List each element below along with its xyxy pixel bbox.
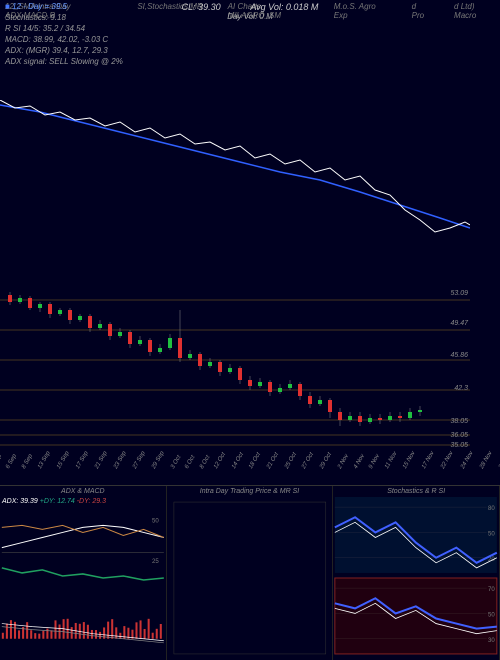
intraday-panel: Intra Day Trading Price & MR SI bbox=[167, 486, 334, 660]
y-axis-label: 36.05 bbox=[450, 432, 468, 439]
stochastics-value: Stochastics: 9.18 bbox=[5, 12, 123, 23]
dy-plus: +DY: 12.74 bbox=[40, 498, 75, 505]
panel-title: Stochastics & R SI bbox=[333, 486, 499, 497]
y-axis-label: 35.05 bbox=[450, 442, 468, 449]
y-axis-label: 49.47 bbox=[450, 320, 468, 327]
avg-vol: Avg Vol: 0.018 M bbox=[250, 2, 318, 12]
indicator-panels: ADX & MACD ADX: 39.39 +DY: 12.74 -DY: 29… bbox=[0, 485, 500, 660]
svg-text:80: 80 bbox=[488, 506, 495, 512]
stoch-rsi-panel: Stochastics & R SI 805020705030 bbox=[333, 486, 500, 660]
svg-text:25: 25 bbox=[152, 559, 159, 565]
close-price: CL: 39.30 bbox=[182, 2, 221, 12]
y-axis-label: 42.3 bbox=[454, 385, 468, 392]
adx-signal: ADX signal: SELL Slowing @ 2% bbox=[5, 56, 123, 67]
center-info: CL: 39.30 Avg Vol: 0.018 M Day Vol: 0 M bbox=[182, 2, 319, 21]
panel-title: ADX & MACD bbox=[0, 486, 166, 497]
rsi-value: R SI 14/5: 35.2 / 34.54 bbox=[5, 23, 123, 34]
indicator-readout: Stochastics: 9.18 R SI 14/5: 35.2 / 34.5… bbox=[5, 12, 123, 67]
adx-macd-panel: ADX & MACD ADX: 39.39 +DY: 12.74 -DY: 29… bbox=[0, 486, 167, 660]
macd-value: MACD: 38.99, 42.02, -3.03 C bbox=[5, 34, 123, 45]
day-label: 12 - Day = 39.5 bbox=[12, 2, 67, 11]
panel-title: Intra Day Trading Price & MR SI bbox=[167, 486, 333, 497]
svg-text:70: 70 bbox=[488, 587, 495, 593]
date-axis: 2 Sep3 Sep6 Sep8 Sep13 Sep15 Sep17 Sep21… bbox=[0, 452, 470, 482]
dy-minus: -DY: 29.3 bbox=[77, 498, 106, 505]
y-axis-label: 45.86 bbox=[450, 352, 468, 359]
header-item: M.o.S. Agro Exp bbox=[334, 2, 387, 20]
header-item: d Pro bbox=[412, 2, 429, 20]
svg-text:50: 50 bbox=[488, 531, 495, 537]
day-vol: Day Vol: 0 M bbox=[182, 12, 319, 21]
header-item: d Ltd) Macro bbox=[454, 2, 495, 20]
candlestick-chart: 53.09 49.47 45.86 42.3 38.05 36.05 35.05 bbox=[0, 290, 470, 450]
svg-text:50: 50 bbox=[488, 612, 495, 618]
adx-readout: ADX: 39.39 bbox=[2, 498, 38, 505]
svg-text:50: 50 bbox=[152, 518, 159, 524]
svg-text:30: 30 bbox=[488, 638, 495, 644]
y-axis-label: 53.09 bbox=[450, 290, 468, 297]
y-axis-label: 38.05 bbox=[450, 418, 468, 425]
price-line-chart bbox=[0, 100, 470, 270]
adx-value: ADX: (MGR) 39.4, 12.7, 29.3 bbox=[5, 45, 123, 56]
